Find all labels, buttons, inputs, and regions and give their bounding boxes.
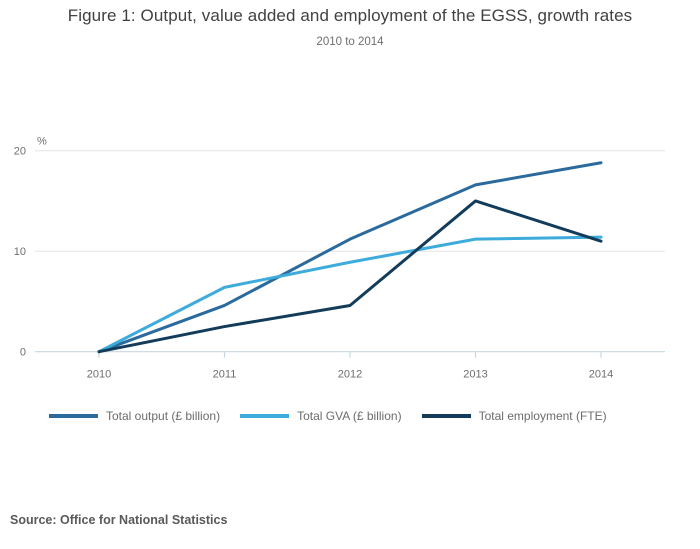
legend-item: Total employment (FTE) [421, 409, 607, 423]
series-line-total-gva-billion [97, 235, 603, 354]
series-line-total-output-billion [97, 161, 603, 354]
chart-subtitle: 2010 to 2014 [316, 36, 384, 48]
y-axis-tick-label: 20 [14, 146, 26, 158]
series-line-total-employment-fte [97, 199, 603, 354]
y-axis-tick-label: 10 [14, 246, 26, 258]
y-axis-unit-label: % [37, 136, 47, 148]
chart-legend: Total output (£ billion) Total GVA (£ bil… [49, 409, 607, 423]
x-axis-tick-label: 2012 [338, 369, 362, 381]
x-axis-tick-label: 2011 [213, 369, 237, 381]
legend-label: Total employment (FTE) [478, 409, 607, 423]
chart-title: Figure 1: Output, value added and employ… [67, 6, 633, 25]
line-chart: 0 10 20% 2010 2011 2012 2013 2014 [14, 136, 665, 381]
x-axis-tick-label: 2013 [463, 369, 487, 381]
legend-swatch-icon [421, 414, 471, 418]
legend-label: Total GVA (£ billion) [297, 409, 402, 423]
legend-swatch-icon [240, 414, 290, 418]
x-axis-tick-label: 2014 [589, 369, 613, 381]
legend-item: Total GVA (£ billion) [240, 409, 402, 423]
y-axis-tick-label: 0 [20, 347, 26, 359]
legend-label: Total output (£ billion) [106, 409, 221, 423]
legend-swatch-icon [49, 414, 98, 418]
x-axis-tick-label: 2010 [87, 369, 111, 381]
legend-item: Total output (£ billion) [49, 409, 220, 423]
source-attribution: Source: Office for National Statistics [10, 513, 228, 527]
